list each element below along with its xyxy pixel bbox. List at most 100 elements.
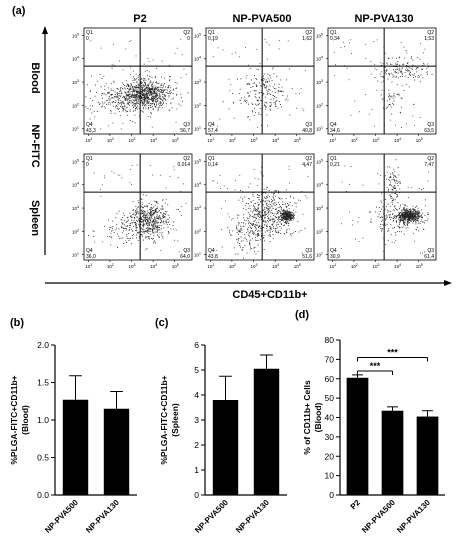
flow-dot — [149, 95, 151, 96]
flow-dot — [425, 199, 426, 201]
flow-dot — [265, 214, 267, 216]
flow-dot — [181, 53, 183, 55]
flow-dot — [286, 232, 288, 234]
flow-dot — [157, 87, 158, 89]
flow-dot — [142, 225, 144, 227]
flow-dot — [167, 93, 169, 94]
flow-dot — [156, 93, 157, 95]
flow-dot — [247, 64, 249, 66]
flow-dot — [265, 207, 267, 209]
flow-dot — [145, 89, 147, 91]
flow-dot — [374, 64, 376, 66]
flow-dot — [278, 197, 280, 199]
flow-dot — [123, 108, 125, 109]
flow-dot — [99, 128, 101, 130]
flow-dot — [408, 214, 410, 215]
flow-dot — [269, 230, 271, 232]
flow-dot — [403, 223, 404, 224]
flow-dot — [114, 96, 116, 97]
flow-dot — [117, 247, 118, 248]
flow-dot — [138, 93, 140, 94]
flow-dot — [408, 216, 409, 218]
flow-dot — [142, 87, 144, 89]
flow-dot — [396, 194, 398, 196]
flow-dot — [126, 242, 127, 243]
flow-dot — [405, 212, 407, 214]
flow-dot — [421, 189, 422, 190]
flow-dot — [147, 90, 149, 91]
flow-dot — [142, 86, 144, 88]
flow-dot — [96, 111, 98, 112]
flow-dot — [266, 228, 268, 230]
flow-dot — [135, 210, 136, 212]
flow-dot — [155, 98, 157, 100]
flow-dot — [376, 89, 378, 91]
flow-dot — [138, 79, 140, 81]
flow-dot — [167, 85, 169, 87]
flow-dot — [400, 212, 401, 213]
flow-dot — [286, 213, 288, 215]
flow-dot — [148, 92, 150, 93]
flow-dot — [145, 98, 147, 99]
flow-dot — [401, 71, 402, 73]
flow-dot — [255, 90, 257, 92]
flow-dot — [124, 87, 126, 89]
flow-dot — [150, 222, 152, 224]
flow-dot — [216, 182, 218, 184]
flow-dot — [388, 74, 390, 76]
x-tick-label: 105 — [294, 263, 301, 269]
flow-dot — [249, 222, 251, 224]
flow-dot — [144, 71, 146, 73]
flow-dot — [133, 96, 135, 98]
flow-dot — [416, 67, 417, 69]
flow-dot — [283, 213, 285, 215]
flow-dot — [161, 220, 162, 222]
flow-dot — [139, 97, 140, 98]
flow-dot — [93, 110, 95, 112]
flow-dot — [150, 211, 152, 213]
flow-dot — [145, 90, 147, 92]
flow-dot — [271, 212, 273, 214]
quadrant-value-q4: 43,3 — [86, 128, 96, 134]
flow-dot — [125, 110, 127, 112]
flow-dot — [152, 210, 153, 212]
flow-dot — [245, 101, 247, 102]
flow-dot — [279, 90, 281, 92]
flow-dot — [141, 78, 143, 80]
flow-dot — [298, 199, 299, 201]
flow-dot — [268, 200, 270, 202]
flow-dot — [142, 216, 144, 218]
flow-dot — [155, 101, 157, 103]
flow-dot — [155, 242, 156, 244]
x-tick-label: 103 — [251, 263, 258, 269]
flow-dot — [143, 80, 145, 82]
flow-dot — [140, 81, 142, 83]
flow-dot — [418, 212, 420, 213]
flow-dot — [115, 97, 117, 98]
flow-dot — [223, 185, 225, 187]
flow-dot — [123, 227, 124, 229]
flow-dot — [156, 218, 158, 219]
y-tick-label: 0.0 — [37, 490, 49, 500]
flow-dot — [236, 214, 238, 216]
flow-dot — [288, 218, 289, 220]
flow-dot — [386, 187, 388, 189]
flow-dot — [422, 212, 424, 214]
flow-dot — [266, 114, 268, 116]
flow-dot — [406, 212, 408, 214]
flow-dot — [136, 91, 138, 93]
flow-dot — [161, 90, 163, 91]
flow-dot — [255, 203, 256, 204]
flow-dot — [267, 194, 269, 196]
flow-dot — [398, 57, 400, 59]
flow-dot — [387, 63, 388, 65]
flow-dot — [394, 206, 396, 208]
flow-dot — [418, 215, 420, 217]
flow-dot — [427, 212, 429, 214]
flow-dot — [183, 68, 185, 70]
flow-dot — [250, 201, 252, 203]
flow-dot — [156, 98, 158, 100]
x-tick-exponent: 3 — [378, 263, 380, 267]
flow-dot — [140, 227, 142, 229]
flow-dot — [395, 218, 397, 220]
